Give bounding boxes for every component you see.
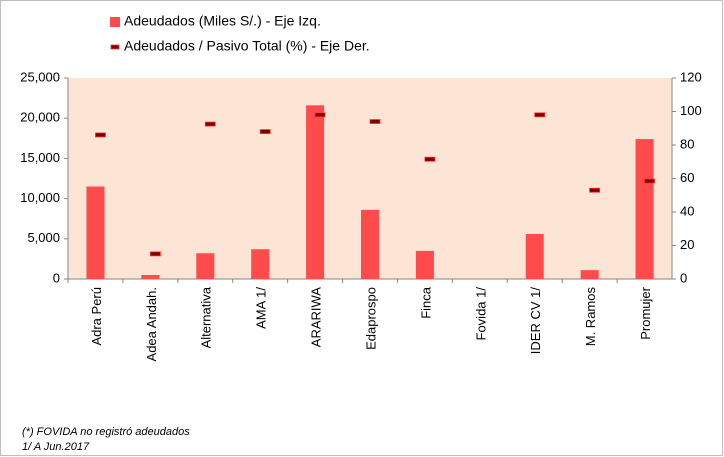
legend-marker [110, 44, 120, 50]
y2-tick-label: 100 [680, 103, 702, 118]
x-tick-label: Fovida 1/ [473, 287, 488, 341]
y-tick-label: 10,000 [20, 190, 60, 205]
legend-label: Adeudados / Pasivo Total (%) - Eje Der. [124, 38, 370, 54]
y-tick-label: 0 [53, 270, 60, 285]
bar [196, 253, 215, 279]
legend-swatch [110, 17, 120, 27]
y-tick-label: 5,000 [27, 230, 60, 245]
x-tick-label: Adra Perú [89, 287, 104, 346]
y2-tick-label: 20 [680, 237, 694, 252]
marker [589, 187, 601, 193]
marker [204, 121, 216, 127]
x-tick-label: Promujer [638, 286, 653, 339]
marker [644, 178, 655, 184]
x-tick-label: Alternativa [199, 286, 214, 348]
bar [635, 139, 654, 279]
legend-label: Adeudados (Miles S/.) - Eje Izq. [124, 13, 321, 29]
marker [534, 112, 546, 118]
marker [369, 119, 381, 124]
y2-tick-label: 40 [680, 203, 694, 218]
bar [141, 274, 160, 279]
bar [86, 186, 105, 279]
x-tick-label: AMA 1/ [254, 287, 269, 329]
bar [580, 270, 599, 279]
note: (*) FOVIDA no registró adeudados [22, 426, 190, 438]
bar [415, 250, 434, 279]
x-tick-label: Adea Andah. [144, 287, 159, 361]
y2-tick-label: 120 [680, 69, 702, 84]
note: 1/ A Jun.2017 [22, 441, 90, 453]
bar [525, 233, 544, 279]
x-tick-label: IDER CV 1/ [528, 287, 543, 355]
marker [314, 112, 326, 118]
y2-tick-label: 80 [680, 136, 694, 151]
x-tick-label: Edaprospo [363, 287, 378, 350]
marker [424, 156, 436, 162]
marker [259, 129, 271, 135]
x-tick-label: Finca [418, 286, 433, 319]
x-tick-label: M. Ramos [583, 287, 598, 347]
bar [306, 105, 325, 279]
x-tick-label: ARARIWA [309, 287, 324, 348]
y2-tick-label: 60 [680, 170, 694, 185]
bar [251, 249, 270, 279]
marker [149, 251, 161, 257]
marker [95, 132, 106, 138]
bar [361, 209, 379, 279]
y-tick-label: 20,000 [20, 110, 60, 125]
y-tick-label: 15,000 [20, 150, 60, 165]
y-tick-label: 25,000 [20, 69, 60, 84]
y2-tick-label: 0 [680, 270, 687, 285]
